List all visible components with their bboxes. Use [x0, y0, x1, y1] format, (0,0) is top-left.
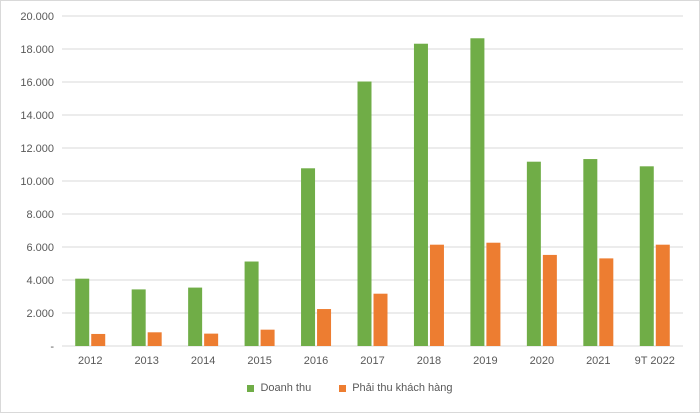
bar-phai-thu-2014 [204, 333, 219, 346]
y-tick-label: 16.000 [20, 77, 54, 89]
legend-swatch-green [247, 384, 255, 392]
x-tick-label: 2017 [360, 355, 384, 367]
bar-phai-thu-2018 [429, 244, 444, 346]
bar-phai-thu-2012 [91, 333, 106, 346]
y-tick-label: 20.000 [20, 11, 54, 23]
bar-doanh-thu-2019 [470, 38, 485, 347]
bar-doanh-thu-2016 [301, 168, 316, 346]
bar-phai-thu-2021 [599, 258, 614, 346]
bar-phai-thu-2016 [317, 309, 332, 346]
bar-doanh-thu-2014 [188, 287, 203, 346]
y-tick-label: 14.000 [20, 110, 54, 122]
bar-phai-thu-9T2022 [655, 244, 670, 346]
bar-phai-thu-2013 [147, 332, 162, 346]
legend-label: Phải thu khách hàng [352, 382, 453, 394]
legend-swatch-orange [339, 384, 347, 392]
legend-item-phai-thu: Phải thu khách hàng [339, 382, 453, 394]
y-tick-label: 10.000 [20, 176, 54, 188]
bar-doanh-thu-2017 [357, 81, 372, 346]
bar-doanh-thu-2021 [583, 159, 598, 346]
x-tick-label: 2012 [78, 355, 102, 367]
y-tick-label: 2.000 [26, 308, 54, 320]
y-tick-label: 4.000 [26, 275, 54, 287]
y-tick-label: - [50, 341, 54, 353]
y-tick-label: 12.000 [20, 143, 54, 155]
legend-label: Doanh thu [260, 382, 312, 394]
x-tick-label: 2016 [304, 355, 328, 367]
bar-phai-thu-2017 [373, 293, 388, 346]
x-tick-label: 2013 [134, 355, 158, 367]
y-tick-label: 6.000 [26, 242, 54, 254]
x-tick-label: 2014 [191, 355, 215, 367]
bar-doanh-thu-2018 [413, 43, 428, 346]
x-tick-label: 2020 [530, 355, 554, 367]
legend-item-doanh-thu: Doanh thu [247, 382, 311, 394]
bar-doanh-thu-2020 [526, 161, 541, 346]
y-tick-label: 18.000 [20, 44, 54, 56]
bar-phai-thu-2020 [542, 254, 557, 346]
legend: Doanh thu Phải thu khách hàng [0, 382, 700, 394]
x-tick-label: 2018 [417, 355, 441, 367]
x-tick-label: 2019 [473, 355, 497, 367]
x-tick-label: 2021 [586, 355, 610, 367]
bar-phai-thu-2019 [486, 242, 501, 346]
bar-doanh-thu-2013 [131, 289, 146, 346]
bar-doanh-thu-9T2022 [639, 166, 654, 346]
bar-phai-thu-2015 [260, 329, 275, 346]
x-tick-label: 2015 [247, 355, 271, 367]
x-tick-label: 9T 2022 [635, 355, 675, 367]
bar-doanh-thu-2012 [75, 278, 90, 346]
y-tick-label: 8.000 [26, 209, 54, 221]
bar-doanh-thu-2015 [244, 261, 259, 346]
